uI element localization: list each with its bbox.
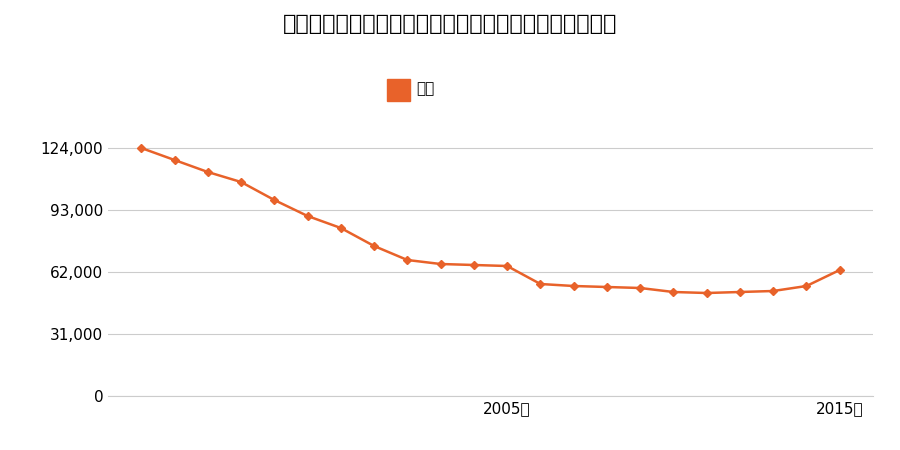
Text: 宮城県仙台市宮城野区清水沼２丁目４０番５の地価推移: 宮城県仙台市宮城野区清水沼２丁目４０番５の地価推移 <box>283 14 617 33</box>
Text: 価格: 価格 <box>416 81 434 97</box>
